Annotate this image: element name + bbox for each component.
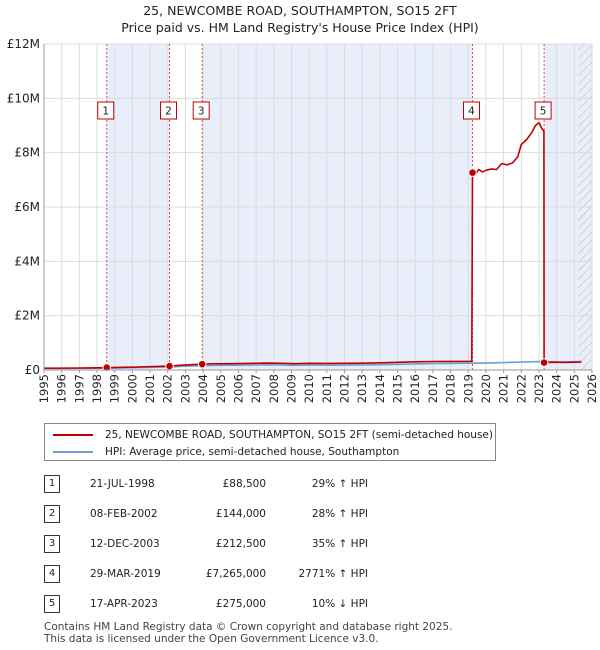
sale-number-label: 4 xyxy=(468,106,475,118)
legend-swatch-property xyxy=(53,434,93,436)
sale-hpi-change: 2771% ↑ HPI xyxy=(298,568,369,580)
x-tick-label: 1998 xyxy=(90,374,104,403)
legend-label-hpi: HPI: Average price, semi-detached house,… xyxy=(105,446,400,458)
x-tick-label: 2021 xyxy=(497,374,511,403)
sale-point xyxy=(165,361,174,371)
legend-item-hpi: HPI: Average price, semi-detached house,… xyxy=(53,444,399,460)
sale-row-4: 4 29-MAR-2019 £7,265,000 2771% ↑ HPI xyxy=(44,565,464,585)
sale-date: 29-MAR-2019 xyxy=(90,568,161,580)
sale-price: £88,500 xyxy=(222,478,266,490)
x-tick-label: 2014 xyxy=(373,374,387,403)
chart-legend: 25, NEWCOMBE ROAD, SOUTHAMPTON, SO15 2FT… xyxy=(44,423,496,461)
x-tick-label: 2001 xyxy=(143,374,157,403)
sale-date: 12-DEC-2003 xyxy=(90,538,160,550)
x-tick-label: 2013 xyxy=(355,374,369,403)
y-tick-label: £4M xyxy=(14,254,40,268)
sale-point xyxy=(539,358,549,367)
sale-row-5: 5 17-APR-2023 £275,000 10% ↓ HPI xyxy=(44,595,464,615)
footer-line-1: Contains HM Land Registry data © Crown c… xyxy=(44,621,453,633)
x-tick-label: 2017 xyxy=(426,374,440,403)
x-tick-label: 1997 xyxy=(72,374,86,403)
sale-hpi-change: 28% ↑ HPI xyxy=(311,508,368,520)
x-tick-label: 2009 xyxy=(284,374,298,403)
x-tick-label: 2025 xyxy=(567,374,581,403)
legend-label-property: 25, NEWCOMBE ROAD, SOUTHAMPTON, SO15 2FT… xyxy=(105,429,493,441)
x-tick-label: 1996 xyxy=(55,374,69,403)
x-tick-label: 2003 xyxy=(178,374,192,403)
sale-number-box xyxy=(97,101,115,120)
x-tick-label: 2015 xyxy=(391,374,405,403)
sale-hpi-change: 35% ↑ HPI xyxy=(311,538,368,550)
x-tick-label: 2008 xyxy=(267,374,281,403)
sale-number-label: 5 xyxy=(540,106,547,118)
x-tick-label: 2023 xyxy=(532,374,546,403)
legend-swatch-hpi xyxy=(53,451,93,453)
sale-date: 17-APR-2023 xyxy=(90,598,158,610)
sale-point xyxy=(468,168,477,177)
legend-item-property: 25, NEWCOMBE ROAD, SOUTHAMPTON, SO15 2FT… xyxy=(53,427,493,443)
chart-title: 25, NEWCOMBE ROAD, SOUTHAMPTON, SO15 2FT xyxy=(143,3,457,18)
y-tick-label: £2M xyxy=(14,309,40,323)
sale-price: £275,000 xyxy=(215,598,266,610)
chart-subtitle: Price paid vs. HM Land Registry's House … xyxy=(121,20,479,35)
sale-price: £7,265,000 xyxy=(205,568,266,580)
sale-date: 21-JUL-1998 xyxy=(90,478,155,490)
x-tick-label: 2016 xyxy=(408,374,422,403)
sale-hpi-change: 10% ↓ HPI xyxy=(311,598,368,610)
x-tick-label: 2018 xyxy=(444,374,458,403)
sale-number-box xyxy=(160,101,178,120)
x-tick-label: 2006 xyxy=(231,374,245,403)
sale-date: 08-FEB-2002 xyxy=(90,508,158,520)
sale-number-label: 2 xyxy=(165,106,172,118)
series-line-property xyxy=(44,121,582,369)
price-chart: 1 2 3 4 5 £0 £2M £4M £6M £8M £10M £12M 1995 1996 1997 1… xyxy=(7,37,599,403)
footer-attribution: Contains HM Land Registry data © Crown c… xyxy=(44,621,452,645)
sale-point xyxy=(102,363,112,372)
sale-price: £212,500 xyxy=(215,538,266,550)
x-tick-label: 2010 xyxy=(302,374,316,403)
x-tick-label: 2004 xyxy=(196,374,210,403)
x-tick-label: 2005 xyxy=(214,374,228,403)
sale-price: £144,000 xyxy=(215,508,266,520)
sale-marker-number: 2 xyxy=(44,505,60,523)
x-tick-label: 2002 xyxy=(161,374,175,403)
sale-marker-number: 3 xyxy=(44,535,60,553)
x-tick-label: 2019 xyxy=(461,374,475,403)
sale-row-2: 2 08-FEB-2002 £144,000 28% ↑ HPI xyxy=(44,505,464,525)
y-tick-label: £8M xyxy=(14,146,40,160)
x-tick-label: 2022 xyxy=(514,374,528,403)
x-tick-label: 2026 xyxy=(585,374,599,403)
sale-marker-number: 5 xyxy=(44,595,60,613)
x-tick-label: 2011 xyxy=(320,374,334,403)
y-tick-label: £0 xyxy=(25,363,40,377)
x-tick-label: 2024 xyxy=(550,374,564,403)
y-tick-label: £12M xyxy=(7,37,40,51)
y-tick-label: £6M xyxy=(14,200,40,214)
sale-number-label: 3 xyxy=(198,106,205,118)
sale-number-box xyxy=(192,101,210,120)
sale-hpi-change: 29% ↑ HPI xyxy=(311,478,368,490)
sale-number-label: 1 xyxy=(102,106,109,118)
sale-point xyxy=(197,359,207,369)
footer-line-2: This data is licensed under the Open Gov… xyxy=(44,633,379,645)
sale-row-1: 1 21-JUL-1998 £88,500 29% ↑ HPI xyxy=(44,475,464,495)
x-tick-label: 1995 xyxy=(37,374,51,403)
sale-number-box xyxy=(534,101,552,120)
sale-row-3: 3 12-DEC-2003 £212,500 35% ↑ HPI xyxy=(44,535,464,555)
x-tick-label: 2007 xyxy=(249,374,263,403)
sale-marker-number: 1 xyxy=(44,475,60,493)
x-tick-label: 1999 xyxy=(108,374,122,403)
y-tick-label: £10M xyxy=(7,91,40,105)
x-tick-label: 2012 xyxy=(338,374,352,403)
sale-marker-number: 4 xyxy=(44,565,60,583)
x-tick-label: 2020 xyxy=(479,374,493,403)
x-tick-label: 2000 xyxy=(125,374,139,403)
sale-number-box xyxy=(463,101,481,120)
